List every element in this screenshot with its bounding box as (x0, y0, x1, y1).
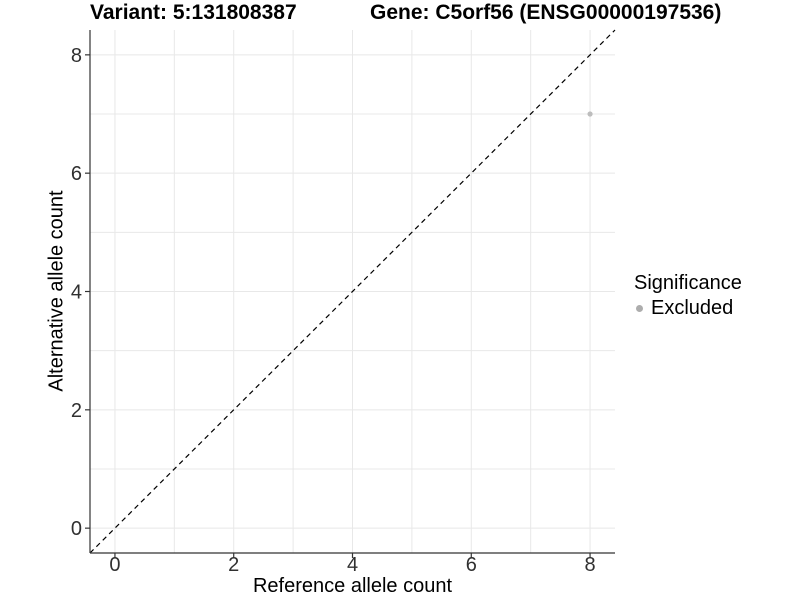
y-tick-label: 4 (71, 282, 82, 304)
plot-title-gene: Gene: C5orf56 (ENSG00000197536) (370, 1, 722, 24)
legend-point-icon (636, 304, 643, 312)
legend-item-label: Excluded (651, 297, 734, 319)
identity-dashed-line (89, 29, 616, 554)
x-tick-label: 6 (466, 554, 477, 576)
y-tick-label: 8 (71, 45, 82, 67)
legend: Significance Excluded (634, 271, 742, 319)
x-tick-label: 8 (584, 554, 595, 576)
legend-item: Excluded (634, 297, 742, 319)
plot-title-variant: Variant: 5:131808387 (90, 1, 297, 24)
y-axis-title: Alternative allele count (45, 190, 68, 392)
y-tick-label: 0 (71, 518, 82, 540)
y-tick-label: 6 (71, 163, 82, 185)
x-tick-label: 2 (228, 554, 239, 576)
x-tick-label: 0 (109, 554, 120, 576)
x-tick-label: 4 (347, 554, 358, 576)
y-tick-label: 2 (71, 400, 82, 422)
data-point (587, 111, 593, 117)
x-axis-title: Reference allele count (252, 575, 452, 597)
legend-title: Significance (634, 272, 742, 294)
